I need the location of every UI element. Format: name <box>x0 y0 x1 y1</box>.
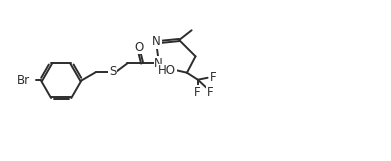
Text: N: N <box>152 35 161 48</box>
Text: F: F <box>210 71 217 84</box>
Text: F: F <box>194 86 200 99</box>
Text: N: N <box>154 57 163 70</box>
Text: S: S <box>109 65 116 78</box>
Text: O: O <box>135 41 143 53</box>
Text: F: F <box>207 86 213 99</box>
Text: HO: HO <box>158 64 176 77</box>
Text: Br: Br <box>17 74 30 87</box>
